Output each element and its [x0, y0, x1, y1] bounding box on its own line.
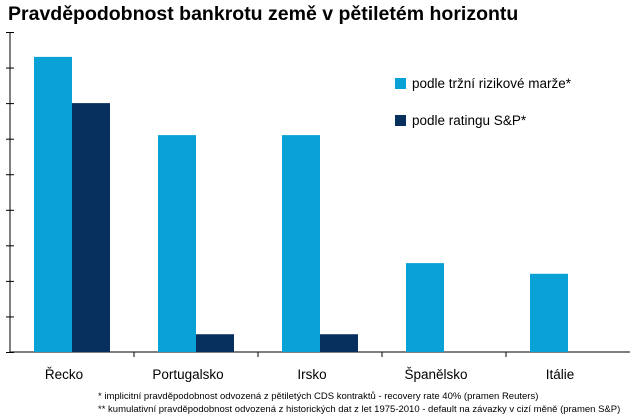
bar-series1-0: [34, 56, 72, 353]
legend: podle tržní rizikové marže* podle rating…: [395, 74, 571, 148]
footnote-2: ** kumulativní pravděpodobnost odvozená …: [98, 404, 621, 415]
footnote-1: * implicitní pravděpodobnost odvozená z …: [98, 391, 539, 402]
chart-title: Pravděpodobnost bankrotu země v pětileté…: [8, 3, 519, 25]
bar-series1-4: [530, 273, 568, 352]
bar-series1-1: [158, 135, 196, 352]
footnotes: * implicitní pravděpodobnost odvozená z …: [98, 390, 620, 416]
bar-series1-2: [282, 135, 320, 352]
legend-swatch-series2: [395, 114, 406, 126]
bar-series2-1: [196, 334, 234, 352]
x-tick-label: Itálie: [546, 367, 575, 382]
legend-swatch-series1: [395, 77, 406, 89]
bar-series2-0: [72, 103, 110, 352]
x-tick-label: Řecko: [45, 367, 83, 382]
x-tick-label: Portugalsko: [152, 367, 223, 382]
x-tick-label: Španělsko: [404, 367, 467, 382]
bar-series1-3: [406, 263, 444, 352]
legend-label-series2: podle ratingu S&P*: [412, 112, 527, 128]
legend-label-series1: podle tržní rizikové marže*: [412, 75, 572, 91]
legend-item-series1: podle tržní rizikové marže*: [395, 74, 571, 92]
bar-series2-2: [320, 334, 358, 352]
legend-item-series2: podle ratingu S&P*: [395, 111, 571, 129]
x-tick-labels: Řecko Portugalsko Irsko Španělsko Itálie: [45, 367, 574, 382]
bars: [34, 56, 568, 353]
x-tick-label: Irsko: [297, 367, 326, 382]
